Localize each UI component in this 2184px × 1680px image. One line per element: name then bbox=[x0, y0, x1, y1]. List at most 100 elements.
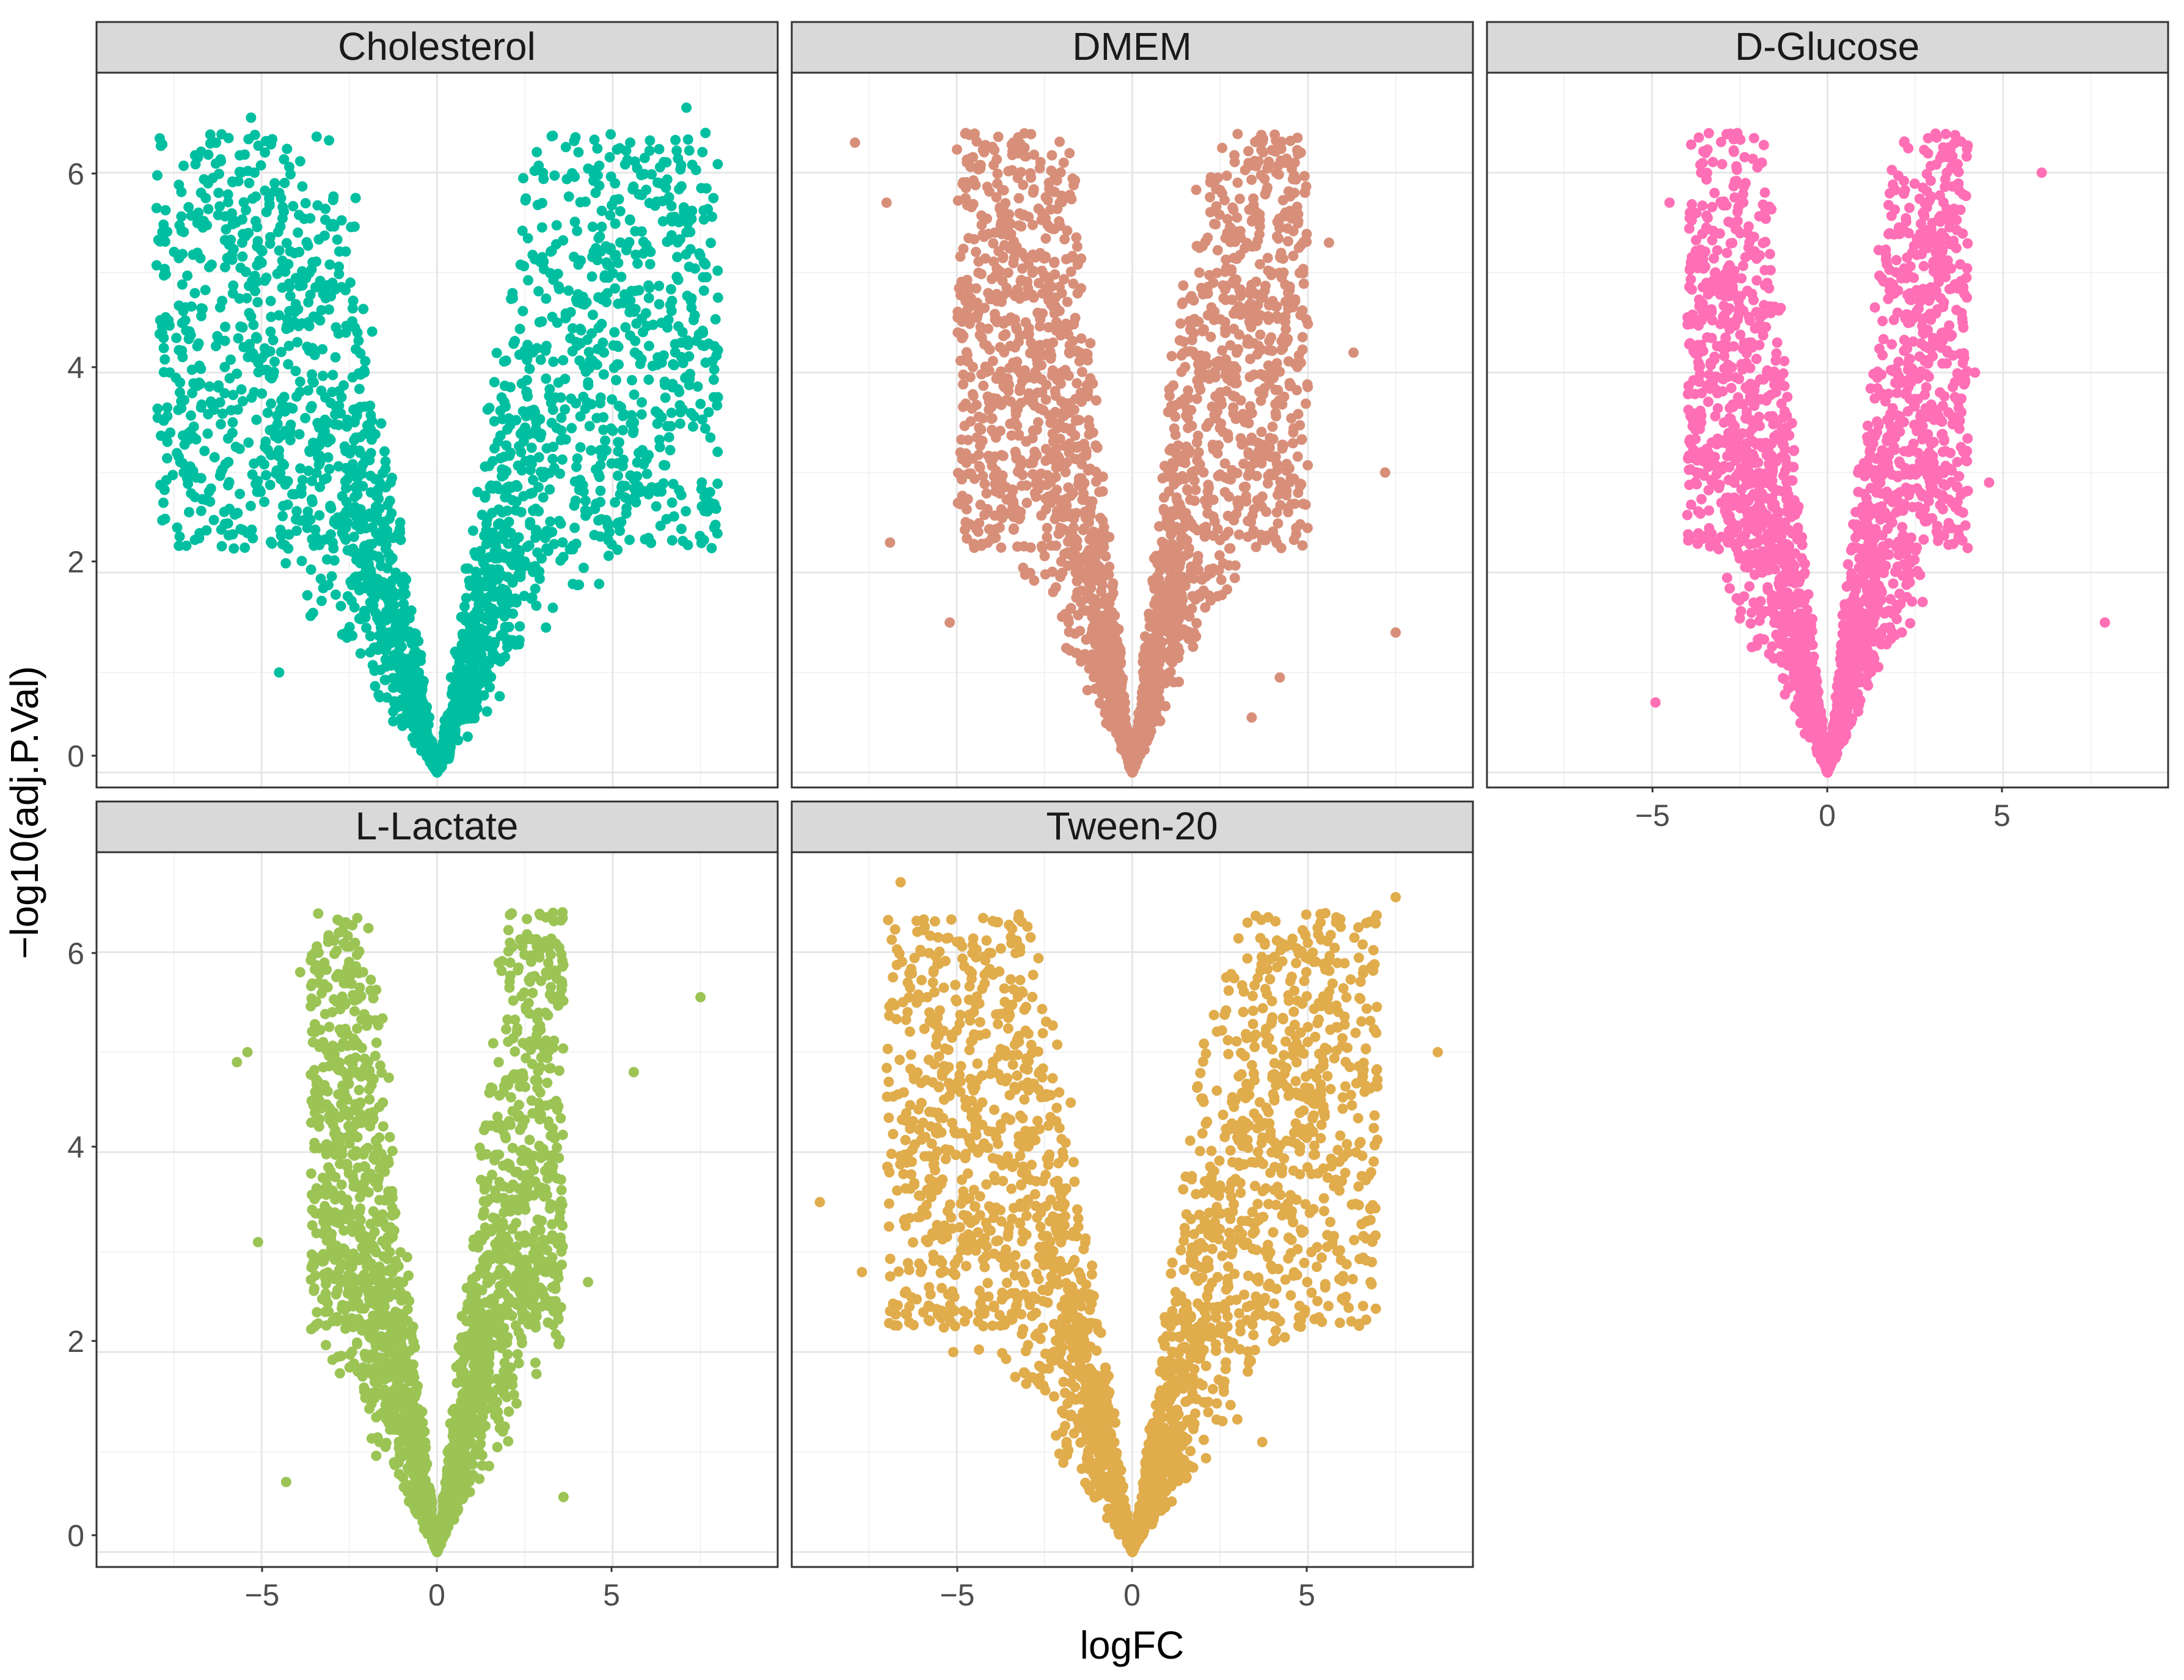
data-point bbox=[608, 362, 619, 373]
data-point bbox=[307, 497, 318, 508]
data-point bbox=[201, 495, 212, 506]
data-point bbox=[574, 355, 585, 366]
data-point bbox=[1205, 192, 1216, 203]
data-point bbox=[1246, 160, 1257, 171]
data-point bbox=[334, 385, 345, 396]
data-point bbox=[563, 285, 574, 296]
data-point bbox=[236, 384, 247, 395]
data-point bbox=[330, 409, 341, 420]
data-point bbox=[282, 144, 293, 155]
data-point bbox=[355, 447, 365, 458]
data-point bbox=[305, 290, 316, 301]
y-tick-label: 4 bbox=[67, 351, 84, 385]
data-point bbox=[660, 392, 671, 403]
data-point bbox=[682, 134, 693, 145]
data-point bbox=[1069, 559, 1080, 570]
data-point bbox=[238, 197, 249, 208]
data-point bbox=[326, 221, 337, 232]
data-point bbox=[684, 351, 695, 362]
data-point bbox=[203, 203, 214, 214]
data-point bbox=[294, 429, 305, 440]
data-point bbox=[1015, 331, 1025, 341]
data-point bbox=[200, 192, 211, 203]
data-point bbox=[307, 343, 318, 354]
data-point bbox=[960, 398, 971, 409]
data-point bbox=[152, 403, 163, 414]
data-point bbox=[511, 415, 522, 426]
data-point bbox=[591, 464, 601, 475]
data-point bbox=[699, 340, 710, 351]
data-point bbox=[962, 356, 973, 367]
data-point bbox=[1014, 385, 1025, 396]
data-point bbox=[652, 177, 663, 188]
data-point bbox=[333, 420, 344, 431]
data-point bbox=[249, 167, 260, 178]
data-point bbox=[195, 505, 206, 516]
data-point bbox=[345, 277, 356, 288]
data-point bbox=[1268, 526, 1279, 537]
data-point bbox=[670, 134, 681, 145]
data-point bbox=[172, 522, 183, 533]
data-point bbox=[243, 134, 254, 145]
data-point bbox=[1016, 221, 1027, 232]
data-point bbox=[369, 665, 380, 676]
data-point bbox=[324, 135, 335, 146]
data-point bbox=[195, 473, 206, 484]
data-point bbox=[588, 246, 599, 257]
data-point bbox=[271, 465, 282, 476]
data-point bbox=[400, 696, 411, 706]
data-point bbox=[1245, 401, 1255, 412]
data-point bbox=[179, 395, 189, 406]
data-point bbox=[513, 460, 524, 471]
data-point bbox=[636, 409, 647, 420]
data-point bbox=[181, 325, 192, 336]
data-point bbox=[223, 197, 233, 208]
data-point bbox=[1101, 718, 1112, 729]
data-point bbox=[567, 323, 578, 334]
data-point bbox=[349, 434, 360, 445]
data-point bbox=[459, 601, 470, 612]
data-point bbox=[281, 323, 292, 334]
data-point bbox=[712, 265, 723, 276]
data-point bbox=[572, 453, 583, 464]
data-point bbox=[501, 440, 512, 451]
data-point bbox=[239, 149, 250, 160]
data-point bbox=[327, 370, 338, 381]
data-point bbox=[710, 314, 721, 325]
data-point bbox=[255, 160, 266, 171]
data-point bbox=[233, 333, 244, 344]
data-point bbox=[423, 753, 434, 764]
data-point bbox=[998, 318, 1009, 329]
data-point bbox=[583, 380, 594, 391]
data-point bbox=[1093, 683, 1104, 694]
data-point bbox=[663, 432, 674, 443]
data-point bbox=[193, 207, 204, 218]
data-point bbox=[1055, 571, 1066, 582]
data-point bbox=[196, 303, 207, 314]
data-point bbox=[250, 191, 261, 202]
data-point bbox=[478, 690, 489, 701]
data-point bbox=[277, 511, 288, 522]
data-point bbox=[1288, 250, 1299, 261]
data-point bbox=[236, 167, 247, 178]
data-point bbox=[315, 481, 326, 492]
data-point bbox=[434, 756, 445, 767]
data-point bbox=[496, 392, 507, 403]
data-point bbox=[1300, 499, 1311, 510]
data-point bbox=[624, 214, 635, 225]
data-point bbox=[418, 676, 429, 687]
data-point bbox=[494, 691, 505, 702]
data-point bbox=[203, 486, 214, 497]
data-point bbox=[160, 205, 171, 216]
data-point bbox=[1222, 584, 1233, 595]
data-point bbox=[531, 147, 542, 158]
data-point bbox=[541, 373, 552, 384]
data-point bbox=[1284, 205, 1295, 216]
data-point bbox=[174, 531, 185, 542]
data-point bbox=[259, 497, 270, 507]
data-point bbox=[654, 442, 665, 453]
data-point bbox=[237, 214, 247, 225]
data-point bbox=[317, 344, 328, 355]
data-point bbox=[1296, 305, 1307, 316]
